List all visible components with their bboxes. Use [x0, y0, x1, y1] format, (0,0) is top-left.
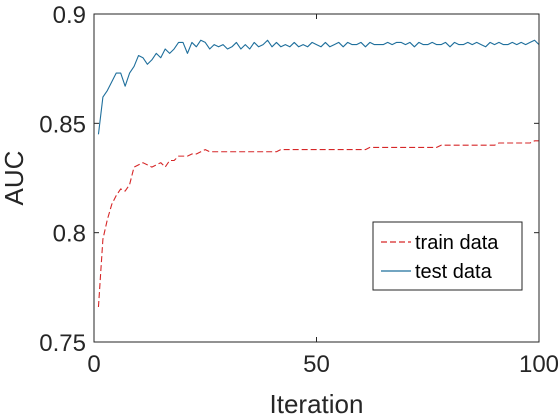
x-tick-label: 50 — [303, 351, 330, 378]
series-line-test-data — [97, 39, 540, 135]
legend-label-train-data: train data — [415, 232, 499, 254]
x-tick-label: 0 — [87, 351, 100, 378]
legend: train data test data — [372, 221, 523, 291]
legend-label-test-data: test data — [415, 261, 493, 283]
legend-box — [372, 221, 523, 291]
y-tick-label: 0.85 — [39, 111, 86, 138]
x-tick-label: 100 — [519, 351, 559, 378]
x-axis-label: Iteration — [270, 389, 364, 419]
plot-background — [94, 14, 539, 342]
y-tick-label: 0.75 — [39, 330, 86, 357]
tick-label-layer: 0 50 100 0.75 0.8 0.85 0.9 — [39, 2, 559, 378]
series-layer — [97, 39, 540, 308]
y-tick-label: 0.9 — [53, 2, 86, 29]
axes-layer — [93, 13, 540, 343]
y-tick-label: 0.8 — [53, 221, 86, 248]
series-line-train-data — [97, 140, 539, 308]
y-axis-label: AUC — [0, 151, 29, 206]
